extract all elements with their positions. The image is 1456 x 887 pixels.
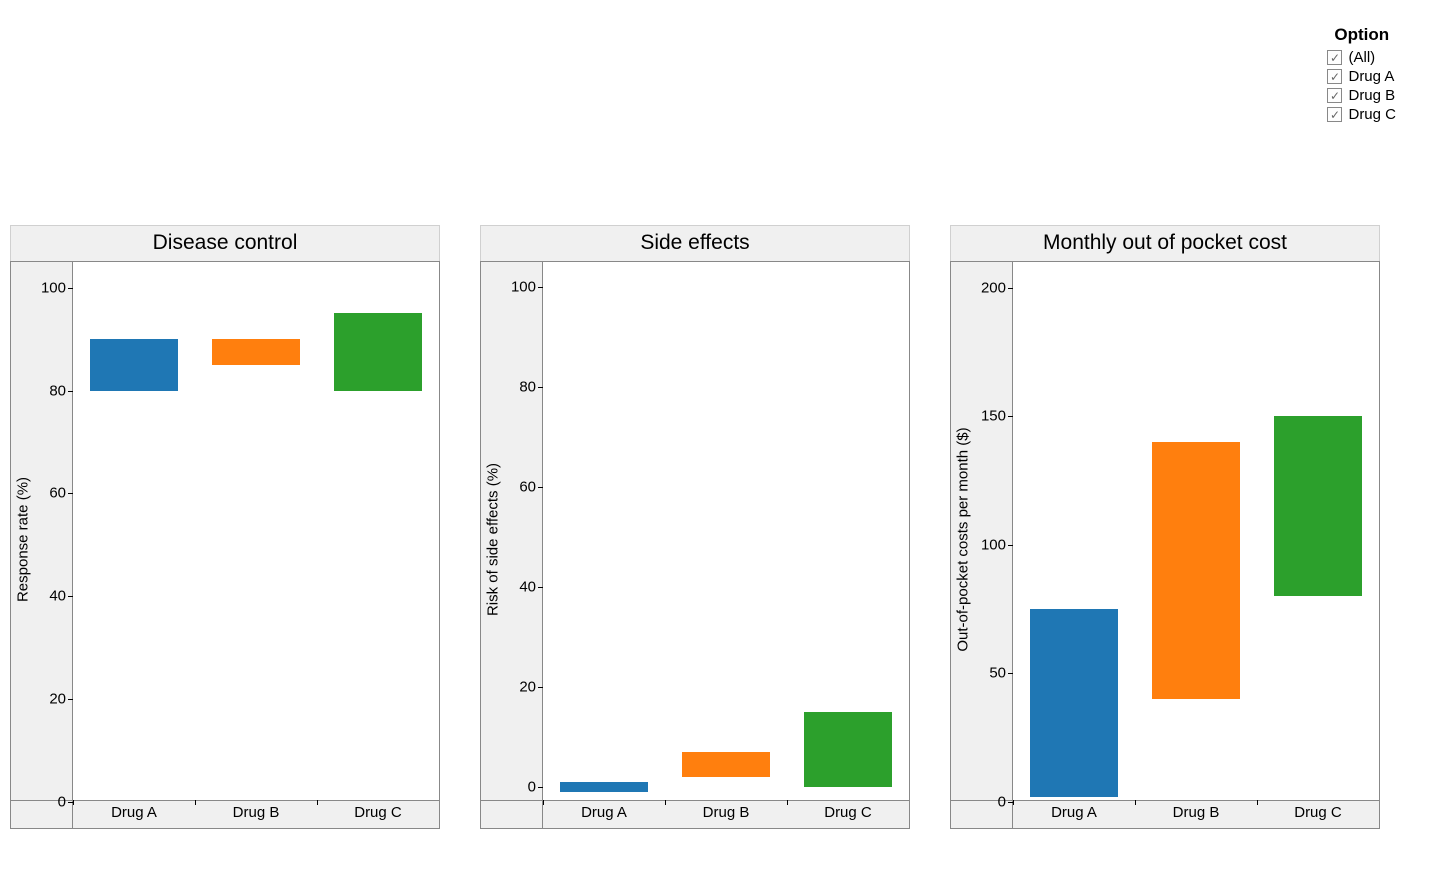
x-tick-mark [665,800,666,805]
x-axis: Drug ADrug BDrug C [10,801,440,829]
y-tick-label: 100 [511,279,536,296]
y-tick-label: 200 [981,279,1006,296]
legend-label: (All) [1348,49,1375,66]
x-axis: Drug ADrug BDrug C [950,801,1380,829]
y-tick-label: 80 [519,379,536,396]
bar-drug-c[interactable] [804,712,892,787]
y-tick-label: 40 [49,588,66,605]
axis-corner [481,801,543,828]
x-label: Drug B [195,801,317,828]
y-tick-label: 20 [49,691,66,708]
y-axis: Risk of side effects (%) 0 20 40 60 80 100 [481,262,543,800]
x-tick-mark [787,800,788,805]
x-label: Drug B [1135,801,1257,828]
x-label: Drug A [543,801,665,828]
chart-title: Monthly out of pocket cost [950,225,1380,261]
legend-label: Drug A [1348,68,1394,85]
chart-title: Disease control [10,225,440,261]
plot-area [73,262,439,800]
legend-panel: Option (All) Drug A Drug B Drug C [1327,25,1396,125]
x-tick-mark [73,800,74,805]
chart-monthly-out-of-pocket-cost: Monthly out of pocket cost Out-of-pocket … [950,225,1380,829]
checkbox-icon[interactable] [1327,88,1342,103]
bar-drug-b[interactable] [1152,442,1240,699]
x-label: Drug C [787,801,909,828]
x-labels: Drug ADrug BDrug C [543,801,909,828]
y-axis-label: Response rate (%) [15,477,32,602]
y-tick-label: 60 [519,479,536,496]
chart-body: Response rate (%)020406080100 [10,261,440,801]
legend-label: Drug C [1348,106,1396,123]
x-tick-mark [1135,800,1136,805]
charts-row: Disease control Response rate (%) 0 20 40 60 8… [10,225,1380,829]
x-labels: Drug ADrug BDrug C [1013,801,1379,828]
legend-item-drug-b[interactable]: Drug B [1327,87,1396,104]
bar-drug-c[interactable] [334,313,422,390]
x-label: Drug B [665,801,787,828]
bar-drug-a[interactable] [560,782,648,792]
chart-side-effects: Side effects Risk of side effects (%) 0 20 4… [480,225,910,829]
y-tick-label: 150 [981,408,1006,425]
x-tick-mark [1257,800,1258,805]
y-tick-label: 100 [981,536,1006,553]
legend-item-drug-c[interactable]: Drug C [1327,106,1396,123]
y-tick-label: 60 [49,485,66,502]
y-tick-label: 40 [519,579,536,596]
legend-label: Drug B [1348,87,1395,104]
bar-drug-b[interactable] [682,752,770,777]
y-tick-label: 0 [528,779,536,796]
chart-disease-control: Disease control Response rate (%) 0 20 40 60 8… [10,225,440,829]
x-label: Drug A [1013,801,1135,828]
chart-title: Side effects [480,225,910,261]
bar-drug-a[interactable] [90,339,178,390]
legend-item-drug-a[interactable]: Drug A [1327,68,1396,85]
x-label: Drug A [73,801,195,828]
x-axis: Drug ADrug BDrug C [480,801,910,829]
y-axis-label: Out-of-pocket costs per month ($) [955,427,972,651]
bar-drug-b[interactable] [212,339,300,365]
chart-body: Risk of side effects (%) 0 20 40 60 80 100 [480,261,910,801]
y-tick-label: 20 [519,679,536,696]
y-tick-label: 50 [989,665,1006,682]
y-axis-label: Risk of side effects (%) [485,463,502,616]
x-tick-mark [195,800,196,805]
x-tick-mark [543,800,544,805]
legend-item--all-[interactable]: (All) [1327,49,1396,66]
y-tick-label: 0 [998,794,1006,811]
plot-area [543,262,909,800]
chart-body: Out-of-pocket costs per month ($)0501001… [950,261,1380,801]
x-tick-mark [317,800,318,805]
legend-title: Option [1327,25,1396,45]
bar-drug-c[interactable] [1274,416,1362,596]
bar-drug-a[interactable] [1030,609,1118,797]
y-tick-label: 80 [49,382,66,399]
y-tick-label: 100 [41,279,66,296]
x-labels: Drug ADrug BDrug C [73,801,439,828]
x-label: Drug C [1257,801,1379,828]
x-label: Drug C [317,801,439,828]
plot-area [1013,262,1379,800]
checkbox-icon[interactable] [1327,107,1342,122]
checkbox-icon[interactable] [1327,50,1342,65]
y-axis: Response rate (%)020406080100 [11,262,73,800]
y-tick-label: 0 [58,794,66,811]
x-tick-mark [1013,800,1014,805]
checkbox-icon[interactable] [1327,69,1342,84]
y-axis: Out-of-pocket costs per month ($)0501001… [951,262,1013,800]
